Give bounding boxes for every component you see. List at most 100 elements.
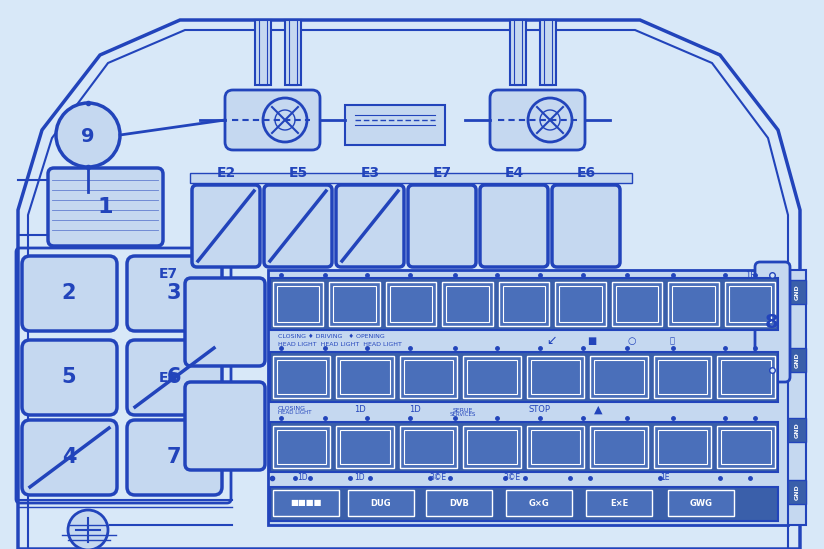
Bar [540,20,556,85]
Bar [270,422,778,472]
Text: 2: 2 [62,283,77,303]
Bar [788,280,806,304]
Text: E2: E2 [217,166,236,180]
Bar [277,286,320,322]
Text: GWG: GWG [690,498,713,507]
Bar [273,426,330,468]
FancyBboxPatch shape [127,256,222,331]
Bar [527,356,584,398]
Bar [273,282,324,326]
Text: ↙: ↙ [547,334,557,348]
FancyBboxPatch shape [127,420,222,495]
Bar [270,352,778,402]
Text: E5: E5 [288,166,307,180]
Bar [463,356,521,398]
Bar [334,286,376,322]
Bar [270,278,778,330]
Bar [273,356,330,398]
Text: SERVICES: SERVICES [450,412,476,417]
Bar [788,480,806,504]
Text: ■: ■ [588,336,597,346]
Bar [499,282,550,326]
Text: 3: 3 [166,283,181,303]
Bar [531,430,580,464]
FancyBboxPatch shape [336,185,404,267]
Text: 8: 8 [765,312,779,332]
Bar [404,430,453,464]
Text: CLOSING: CLOSING [278,406,306,411]
Text: 1D: 1D [354,406,366,414]
Text: 6: 6 [166,367,181,387]
Bar [668,490,734,516]
FancyBboxPatch shape [48,168,163,246]
Text: 1D: 1D [354,473,365,483]
FancyBboxPatch shape [408,185,476,267]
Text: 3©E: 3©E [429,473,447,483]
Text: E6: E6 [577,166,596,180]
Bar [336,426,394,468]
Text: GND: GND [794,352,799,368]
Bar [348,490,414,516]
Text: 1D: 1D [410,406,421,414]
Bar [591,426,648,468]
Bar [788,418,806,442]
Bar [273,490,339,516]
Text: 5: 5 [62,367,77,387]
Bar [611,282,662,326]
FancyBboxPatch shape [185,278,265,366]
Text: 9: 9 [82,126,95,145]
Text: ▲: ▲ [594,405,602,415]
Bar [467,360,517,394]
Bar [506,490,572,516]
Text: G×G: G×G [529,498,550,507]
Bar [400,356,457,398]
Bar [654,426,711,468]
Bar [531,360,580,394]
Bar [386,282,437,326]
Bar [277,360,326,394]
FancyBboxPatch shape [127,340,222,415]
Text: 1: 1 [97,197,113,217]
Text: DVB: DVB [449,498,469,507]
Circle shape [528,98,572,142]
Bar [586,490,652,516]
Text: E4: E4 [504,166,523,180]
Text: E7: E7 [159,267,178,281]
Text: 4: 4 [62,447,77,467]
FancyBboxPatch shape [490,90,585,150]
FancyBboxPatch shape [22,340,117,415]
FancyBboxPatch shape [185,382,265,470]
Bar [591,356,648,398]
Bar [340,360,390,394]
Text: GND: GND [794,422,799,438]
Circle shape [263,98,307,142]
Bar [190,173,632,183]
Bar [559,286,602,322]
Bar [442,282,493,326]
Text: GND: GND [794,284,799,300]
Bar [390,286,433,322]
FancyBboxPatch shape [192,185,260,267]
Text: 1E: 1E [660,473,670,483]
Text: 🔒: 🔒 [669,337,675,345]
Text: E8: E8 [159,371,178,385]
FancyBboxPatch shape [264,185,332,267]
FancyBboxPatch shape [552,185,620,267]
Bar [400,426,457,468]
Text: 1E: 1E [745,271,756,279]
Circle shape [56,103,120,167]
Text: E3: E3 [360,166,380,180]
Text: E7: E7 [433,166,452,180]
Bar [654,356,711,398]
Bar [336,356,394,398]
Bar [594,430,644,464]
Bar [404,360,453,394]
Bar [426,490,492,516]
Bar [285,20,301,85]
FancyBboxPatch shape [480,185,548,267]
Bar [463,426,521,468]
Text: ■■■■: ■■■■ [290,498,321,507]
Bar [270,487,778,521]
FancyBboxPatch shape [22,420,117,495]
Bar [722,430,771,464]
